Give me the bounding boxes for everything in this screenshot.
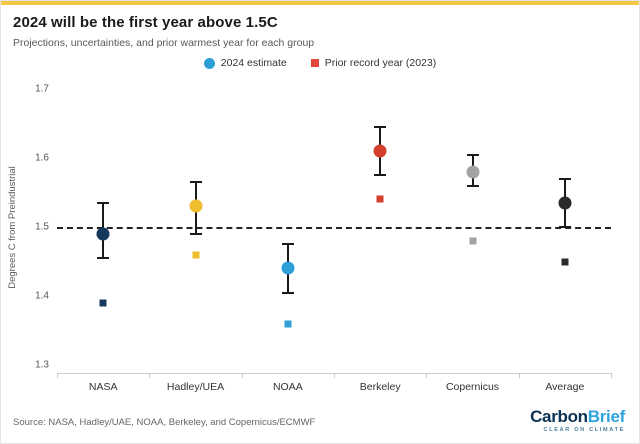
- x-category-label: Copernicus: [445, 381, 500, 393]
- legend-item: 2024 estimate: [203, 57, 287, 69]
- y-tick-label: 1.7: [35, 83, 49, 95]
- logo-brief-text: Brief: [587, 407, 626, 426]
- estimate-point: [189, 199, 202, 213]
- legend: 2024 estimate Prior record year (2023): [1, 57, 639, 69]
- x-category-label: Berkeley: [359, 381, 401, 393]
- error-bar-cap-top: [374, 125, 387, 128]
- legend-circle-marker: [203, 57, 215, 69]
- estimate-point: [281, 261, 295, 275]
- logo-carbon-text: Carbon: [530, 407, 588, 426]
- prior-record-point: [561, 258, 569, 265]
- error-bar-cap-top: [189, 181, 202, 184]
- legend-label: Prior record year (2023): [324, 57, 437, 69]
- error-bar-cap-bottom: [97, 257, 110, 260]
- y-tick-label: 1.4: [35, 290, 49, 302]
- x-category-label: Average: [545, 381, 585, 393]
- prior-record-point: [284, 320, 292, 328]
- error-bar-cap-top: [558, 177, 571, 180]
- error-bar-cap-bottom: [558, 226, 571, 228]
- chart-subtitle: Projections, uncertainties, and prior wa…: [13, 37, 315, 49]
- x-axis-tick: [518, 373, 520, 378]
- prior-record-point: [192, 251, 199, 259]
- x-axis-tick: [241, 373, 243, 378]
- x-category-label: NOAA: [272, 381, 303, 393]
- estimate-point: [466, 165, 479, 179]
- x-category-label: Hadley/UEA: [166, 381, 225, 393]
- x-category-label: NASA: [88, 381, 118, 393]
- estimate-point: [373, 144, 387, 158]
- error-bar-cap-bottom: [189, 232, 202, 235]
- plot-area: 1.3 1.4 1.5 1.6 1.7 NASA Hadley/UEA NOAA Berkele…: [35, 84, 612, 393]
- prior-record-point: [376, 195, 384, 203]
- legend-label: 2024 estimate: [220, 57, 287, 69]
- logo-tagline: CLEAR ON CLIMATE: [543, 427, 625, 433]
- x-axis-tick: [57, 373, 58, 378]
- error-bar-cap-bottom: [281, 291, 294, 294]
- y-tick-label: 1.3: [35, 359, 49, 371]
- legend-square-marker: [310, 59, 319, 67]
- brand-accent-bar: [1, 1, 639, 5]
- y-tick-label: 1.6: [35, 152, 49, 164]
- error-bar-cap-top: [466, 153, 479, 156]
- error-bar-cap-bottom: [374, 174, 387, 177]
- reference-line: [57, 227, 611, 229]
- legend-item: Prior record year (2023): [310, 57, 437, 69]
- prior-record-point: [469, 237, 476, 245]
- x-axis-tick: [149, 373, 151, 378]
- error-bar-cap-bottom: [466, 184, 479, 187]
- carbonbrief-logo-text: CarbonBrief: [530, 408, 625, 425]
- prior-record-point: [99, 299, 107, 307]
- x-axis-tick: [611, 373, 612, 378]
- source-note: Source: NASA, Hadley/UAE, NOAA, Berkeley…: [13, 417, 316, 428]
- y-tick-label: 1.5: [35, 221, 49, 233]
- error-bar-cap-top: [281, 243, 294, 246]
- error-bar-cap-top: [97, 201, 110, 204]
- x-axis-tick: [426, 373, 428, 378]
- estimate-point: [558, 196, 572, 210]
- estimate-point: [96, 227, 110, 241]
- carbonbrief-logo: CarbonBrief CLEAR ON CLIMATE: [530, 408, 625, 433]
- chart-title: 2024 will be the first year above 1.5C: [13, 14, 278, 31]
- x-axis-tick: [334, 373, 335, 378]
